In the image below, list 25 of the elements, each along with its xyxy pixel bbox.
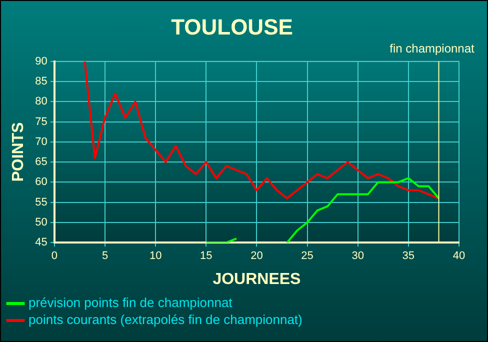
y-tick-label: 85 [35, 76, 48, 88]
y-tick-label: 90 [35, 55, 48, 68]
y-tick-label: 50 [35, 216, 48, 228]
y-tick-label: 75 [35, 116, 48, 128]
x-tick-label: 30 [352, 250, 364, 262]
x-tick-label: 40 [452, 250, 466, 262]
x-tick-label: 0 [51, 250, 58, 262]
x-tick-label: 10 [149, 250, 162, 262]
y-tick-label: 70 [35, 136, 48, 148]
legend-label: points courants (extrapolés fin de championnat) [28, 312, 302, 328]
y-tick-label: 45 [35, 236, 48, 249]
x-tick-label: 35 [402, 250, 415, 262]
y-tick-label: 65 [35, 156, 48, 168]
x-tick-label: 20 [250, 250, 263, 262]
legend-label: prévision points fin de championnat [28, 295, 233, 310]
x-axis-title: JOURNEES [212, 270, 302, 288]
x-tick-label: 25 [301, 250, 314, 262]
y-tick-label: 60 [35, 176, 48, 188]
y-tick-label: 55 [35, 196, 48, 208]
ref-line-label: fin championnat [390, 42, 476, 56]
chart-title: TOULOUSE [171, 14, 293, 40]
x-tick-label: 5 [102, 250, 108, 262]
x-tick-label: 15 [200, 250, 212, 262]
y-axis-title: POINTS [10, 122, 28, 182]
y-tick-label: 80 [35, 96, 48, 108]
